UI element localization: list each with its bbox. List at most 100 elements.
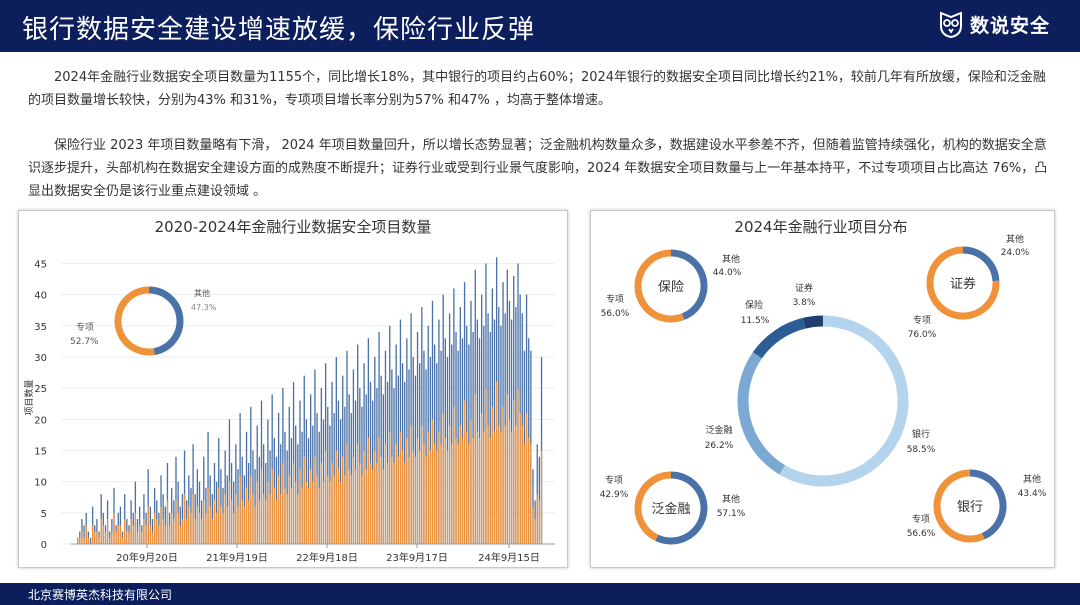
bar-special [324,450,327,544]
main-donut-label: 保险 [745,299,763,311]
bar-special [134,512,137,544]
sub-donut-pct-special: 56.6% [907,529,936,539]
bar-special [143,519,145,544]
bar-special [481,413,483,544]
y-tick-label: 45 [34,259,47,270]
bar-special [457,444,459,544]
bar-special [540,450,543,544]
bar-special [350,475,352,544]
bar-special [367,438,370,544]
bar-special [487,425,489,544]
bar-special [538,500,541,544]
bar-special [126,531,128,544]
bar-special [440,444,442,544]
bar-special [226,506,228,544]
bar-special [451,444,453,544]
bar-special [280,494,282,544]
bar-other [164,506,166,544]
bar-other [314,369,316,544]
bar-special [500,431,502,544]
bar-special [519,413,521,544]
sub-donut-label-other: 其他 [722,253,740,265]
sub-donut-label-special: 专项 [605,474,623,486]
bar-special [369,462,372,544]
bar-special [156,519,158,544]
bar-special [446,450,449,544]
bar-special [378,438,380,544]
bar-special [523,444,526,544]
main-donut-slice-银行 [779,315,909,487]
bar-special [132,525,134,544]
bar-special [510,431,513,544]
inset-label-other-pct: 47.3% [191,303,217,312]
bar-special [327,475,329,544]
bar-special [354,469,357,544]
bar-special [346,444,348,544]
bar-special [260,469,263,544]
bar-special [104,531,107,544]
x-tick-label: 21年9月19日 [206,551,268,564]
bar-special [530,444,532,544]
y-tick-label: 5 [41,509,47,520]
sub-donut-pct-other: 57.1% [717,509,746,519]
bar-special [404,462,406,544]
bar-special [198,512,201,544]
y-tick-label: 30 [34,353,47,364]
inset-donut-slice-0 [148,286,184,355]
sub-donut-保险-slice-0 [670,249,708,320]
header-bar: 银行数据安全建设增速放缓，保险行业反弹 数说安全 [0,0,1080,52]
bar-special [318,487,320,544]
bar-special [414,456,417,544]
owl-logo-icon [939,11,962,38]
bar-special [382,469,385,544]
bar-special [109,537,111,544]
bar-special [213,500,216,544]
bar-special [348,469,350,544]
bar-special [521,425,523,544]
bar-special [498,425,500,544]
sub-donut-label-special: 专项 [913,314,931,326]
bar-special [359,462,361,544]
bar-special [352,456,355,544]
bar-special [277,475,280,544]
bar-special [162,519,164,544]
main-donut-label: 银行 [912,428,930,440]
bar-special [83,537,85,544]
bar-special [275,500,278,544]
bar-special [320,462,323,544]
bar-special [258,500,261,544]
bar-special [282,462,284,544]
sub-donut-证券-slice-0 [962,246,1000,282]
bar-special [468,444,470,544]
bar-special [339,481,342,544]
bar-special [288,475,290,544]
bar-special [489,438,491,544]
y-axis-label: 项目数量 [23,379,35,415]
bar-special [85,525,87,544]
bar-special [397,456,399,544]
brand-name: 数说安全 [969,14,1050,37]
bar-other [83,525,85,544]
bar-special [273,487,275,544]
bar-special [188,506,190,544]
x-tick-label: 23年9月17日 [386,551,448,564]
bar-special [245,487,248,544]
bar-special [160,506,162,544]
sub-donut-center: 保险 [658,280,684,295]
sub-donut-银行-slice-1 [933,469,985,543]
bar-special [286,494,288,544]
bar-other [119,506,122,544]
sub-donut-泛金融-slice-1 [634,471,672,541]
bar-special [284,487,286,544]
bar-special [252,494,254,544]
bar-special [224,494,226,544]
bar-other [433,344,436,544]
bar-special [466,431,468,544]
bar-special [153,512,156,544]
bar-special [192,494,194,544]
bar-other [395,344,397,544]
bar-special [218,487,220,544]
bar-special [478,438,481,544]
bar-special [532,506,534,544]
bar-special [528,438,530,544]
